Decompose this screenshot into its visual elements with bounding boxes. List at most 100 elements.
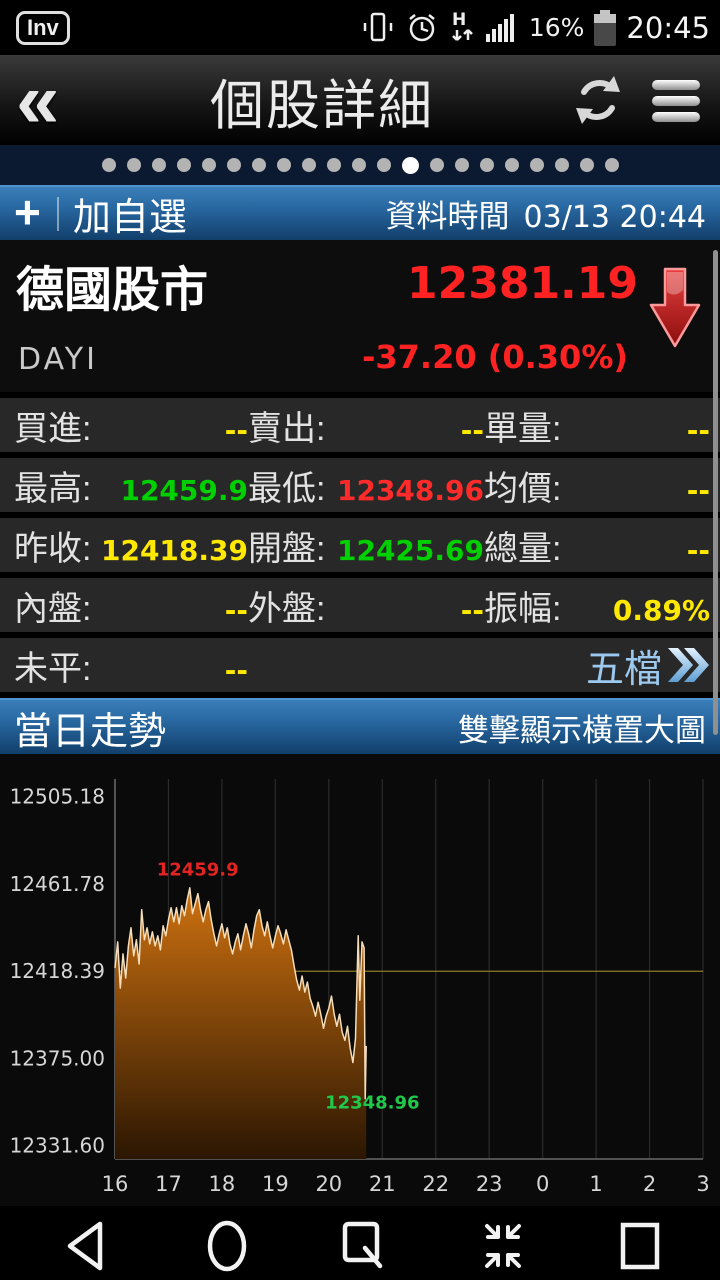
battery-percent: 16% xyxy=(528,13,585,42)
hspa-network-icon: H xyxy=(452,10,473,41)
cell-value: 12418.39 xyxy=(100,533,248,567)
svg-text:12461.78: 12461.78 xyxy=(10,872,105,896)
back-button[interactable]: « xyxy=(16,61,96,139)
stock-code: DAYI xyxy=(18,342,98,377)
refresh-icon xyxy=(576,76,620,124)
svg-text:18: 18 xyxy=(209,1172,236,1196)
svg-text:0: 0 xyxy=(536,1172,549,1196)
cell-value: -- xyxy=(224,413,248,447)
sub-bar: + 加自選 資料時間 03/13 20:44 xyxy=(0,185,720,240)
cell-value: -- xyxy=(224,653,248,687)
menu-icon xyxy=(652,80,700,122)
back-triangle-icon xyxy=(67,1221,103,1271)
cell-label: 振幅: xyxy=(484,589,562,628)
intraday-chart-svg[interactable]: 16 17 18 19 20 21 22 23 0 1 2 312505.1812461.781241… xyxy=(0,754,720,1206)
cell-label: 賣出: xyxy=(248,409,326,448)
qslide-icon xyxy=(342,1221,383,1269)
status-bar: Inv H xyxy=(0,0,720,55)
scrollbar-thumb[interactable] xyxy=(713,250,718,735)
svg-text:2: 2 xyxy=(643,1172,656,1196)
refresh-button[interactable] xyxy=(570,72,626,128)
cell-label: 最低: xyxy=(248,469,326,508)
quote-row: 買進: -- 賣出: -- 單量: -- xyxy=(0,398,720,452)
cell-value: 12425.69 xyxy=(336,533,484,567)
nav-home-button[interactable] xyxy=(199,1218,255,1274)
stock-name: 德國股市 xyxy=(16,264,209,317)
svg-text:12348.96: 12348.96 xyxy=(325,1093,420,1114)
android-nav-bar xyxy=(0,1206,720,1280)
cell-value: 12459.9 xyxy=(120,473,248,507)
cell-label: 買進: xyxy=(14,409,92,448)
quote-head: 德國股市 12381.19 DAYI -37.20 (0.30%) xyxy=(0,240,720,392)
down-arrow-icon xyxy=(649,267,701,348)
cell-value: -- xyxy=(460,593,484,627)
quote-row: 最高: 12459.9 最低: 12348.96 均價: -- xyxy=(0,458,720,512)
svg-text:19: 19 xyxy=(262,1172,289,1196)
signal-icon xyxy=(485,13,514,42)
double-chevron-icon xyxy=(668,648,709,682)
cell-label: 總量: xyxy=(484,529,562,568)
svg-text:3: 3 xyxy=(696,1172,709,1196)
cell-value: 12348.96 xyxy=(336,473,484,507)
five-tier-link[interactable]: 五檔 xyxy=(586,638,710,693)
page-title: 個股詳細 xyxy=(210,75,434,136)
svg-text:17: 17 xyxy=(155,1172,182,1196)
nav-qslide-button[interactable] xyxy=(333,1218,389,1274)
svg-text:12418.39: 12418.39 xyxy=(10,959,105,983)
svg-text:23: 23 xyxy=(476,1172,503,1196)
back-chevron-icon: « xyxy=(16,56,60,144)
app-badge: Inv xyxy=(16,10,70,45)
dual-window-icon xyxy=(485,1224,521,1268)
stock-change: -37.20 (0.30%) xyxy=(362,338,628,376)
home-circle-icon xyxy=(207,1220,247,1272)
vibrate-icon xyxy=(363,12,393,41)
cell-label: 均價: xyxy=(484,469,562,508)
svg-text:22: 22 xyxy=(422,1172,449,1196)
svg-text:12459.9: 12459.9 xyxy=(157,860,239,881)
data-time-value: 03/13 20:44 xyxy=(523,200,706,235)
cell-value: 0.89% xyxy=(612,593,710,627)
svg-text:20: 20 xyxy=(315,1172,342,1196)
quote-row: 未平: -- 五檔 xyxy=(0,638,720,692)
cell-value: -- xyxy=(686,473,710,507)
quote-row: 昨收: 12418.39 開盤: 12425.69 總量: -- xyxy=(0,518,720,572)
battery-icon xyxy=(594,9,617,46)
svg-text:12375.00: 12375.00 xyxy=(10,1046,105,1070)
nav-back-button[interactable] xyxy=(62,1218,118,1274)
section-bar: 當日走勢 雙擊顯示橫置大圖 xyxy=(0,698,720,754)
header: « 個股詳細 xyxy=(0,55,720,145)
plus-icon[interactable]: + xyxy=(14,185,41,238)
cell-label: 單量: xyxy=(484,409,562,448)
quote-grid: 買進: -- 賣出: -- 單量: -- 最高: 12459.9 最低: 12348.96… xyxy=(0,398,720,692)
svg-text:12505.18: 12505.18 xyxy=(10,785,105,809)
separator xyxy=(56,196,59,231)
quote-row: 內盤: -- 外盤: -- 振幅: 0.89% xyxy=(0,578,720,632)
section-hint: 雙擊顯示橫置大圖 xyxy=(458,712,706,748)
cell-label: 昨收: xyxy=(14,529,92,568)
menu-button[interactable] xyxy=(648,72,704,128)
cell-value: -- xyxy=(686,413,710,447)
page-dots[interactable] xyxy=(0,145,720,185)
cell-value: -- xyxy=(460,413,484,447)
svg-text:12331.60: 12331.60 xyxy=(10,1134,105,1158)
nav-recent-button[interactable] xyxy=(612,1218,668,1274)
cell-label: 最高: xyxy=(14,469,92,508)
recent-square-icon xyxy=(620,1222,660,1270)
alarm-icon xyxy=(409,13,435,41)
section-title: 當日走勢 xyxy=(14,710,167,753)
add-watchlist-button[interactable]: 加自選 xyxy=(72,197,187,239)
svg-text:21: 21 xyxy=(369,1172,396,1196)
svg-text:1: 1 xyxy=(589,1172,602,1196)
cell-value: -- xyxy=(224,593,248,627)
cell-label: 未平: xyxy=(14,649,92,688)
data-time-label: 資料時間 xyxy=(385,199,510,234)
stock-price: 12381.19 xyxy=(406,258,638,309)
cell-value: -- xyxy=(686,533,710,567)
nav-dual-window-button[interactable] xyxy=(475,1218,531,1274)
intraday-chart[interactable]: 16 17 18 19 20 21 22 23 0 1 2 3 12505.18 12461.78 1241… xyxy=(0,754,720,1206)
svg-text:H: H xyxy=(452,10,466,30)
cell-label: 開盤: xyxy=(248,529,326,568)
five-tier-label: 五檔 xyxy=(585,648,662,691)
cell-label: 外盤: xyxy=(248,589,326,628)
cell-label: 內盤: xyxy=(14,589,92,628)
